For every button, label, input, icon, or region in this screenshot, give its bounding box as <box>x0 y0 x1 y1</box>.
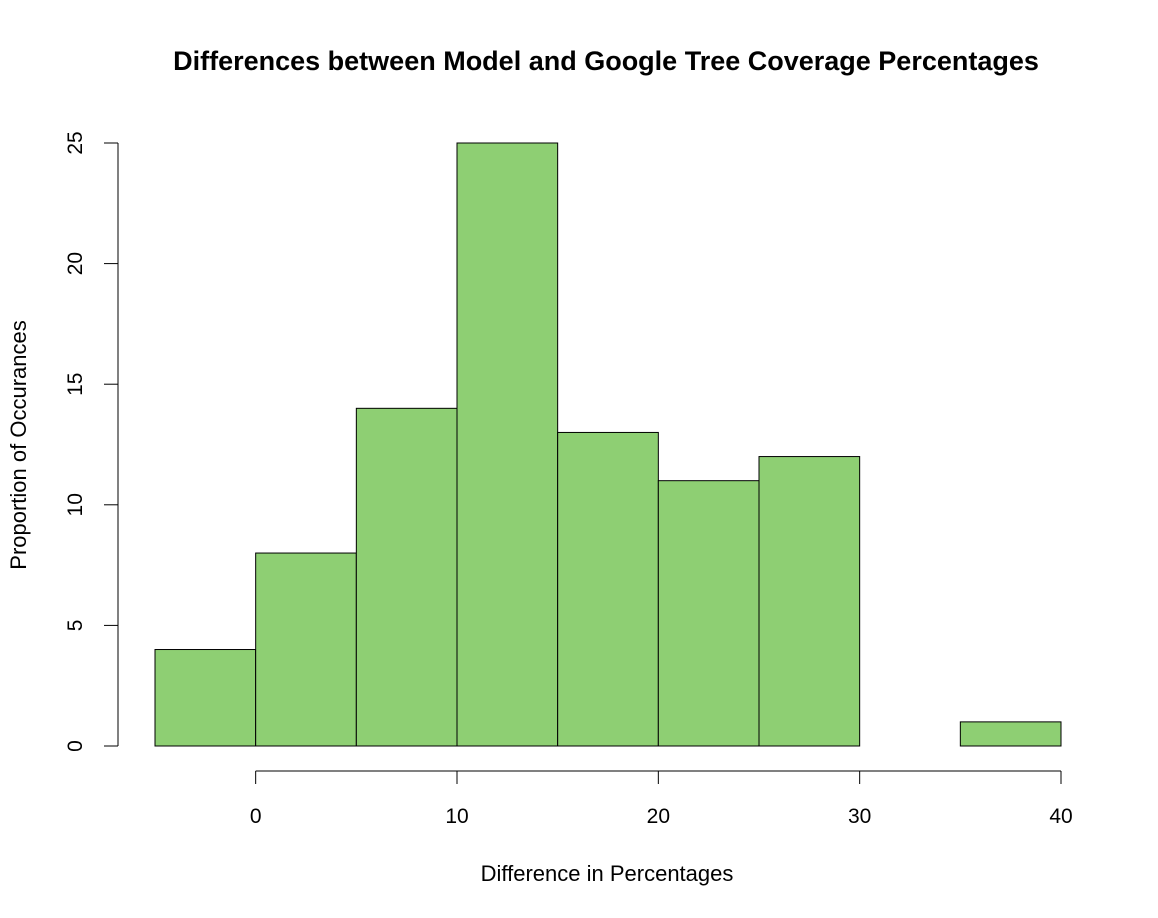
x-axis-tick-label-3: 30 <box>848 805 871 828</box>
y-axis-label: Proportion of Occurances <box>6 320 31 569</box>
x-axis-tick-label-2: 20 <box>647 805 670 828</box>
x-axis-label: Difference in Percentages <box>481 861 734 886</box>
chart-title: Differences between Model and Google Tre… <box>173 46 1039 76</box>
x-axis-tick-label-4: 40 <box>1049 805 1072 828</box>
x-axis-tick-label-1: 10 <box>445 805 468 828</box>
histogram-bar-0 <box>154 649 257 747</box>
y-axis: 0 5 10 15 20 25 <box>64 131 119 752</box>
histogram-bar-6 <box>758 456 861 747</box>
y-axis-tick-label-1: 5 <box>64 620 87 632</box>
histogram-bar-8 <box>959 721 1062 747</box>
histogram-bar-2 <box>355 407 458 747</box>
histogram-bar-3 <box>456 142 559 747</box>
y-axis-tick-label-0: 0 <box>64 740 87 752</box>
x-axis: 0 10 20 30 40 <box>250 770 1073 828</box>
y-axis-tick-label-4: 20 <box>64 252 87 275</box>
histogram-bar-5 <box>657 480 760 747</box>
histogram-bars <box>154 142 1062 747</box>
histogram-bar-4 <box>557 431 659 747</box>
y-axis-tick-label-5: 25 <box>64 131 87 154</box>
histogram-bar-1 <box>255 552 357 747</box>
y-axis-tick-label-2: 10 <box>64 493 87 516</box>
y-axis-tick-label-3: 15 <box>64 373 87 396</box>
x-axis-tick-label-0: 0 <box>250 805 262 828</box>
